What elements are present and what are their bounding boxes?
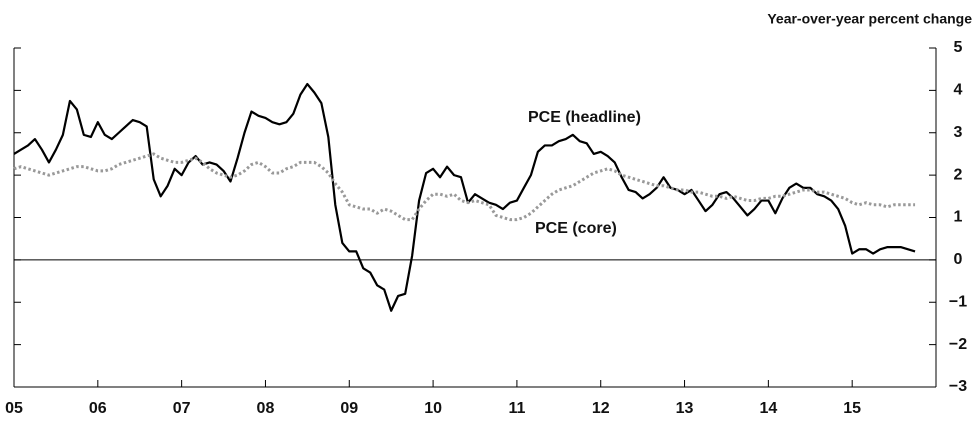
x-tick-label: 08 (257, 400, 275, 417)
y-tick-label: 5 (954, 39, 963, 56)
x-tick-label: 15 (843, 400, 861, 417)
y-tick-label: −3 (949, 378, 967, 395)
x-tick-label: 13 (676, 400, 694, 417)
x-tick-label: 09 (340, 400, 358, 417)
x-tick-label: 10 (424, 400, 442, 417)
x-tick-label: 12 (592, 400, 610, 417)
y-tick-label: 3 (954, 124, 963, 141)
series-label: PCE (headline) (528, 109, 641, 126)
y-tick-label: −1 (949, 293, 967, 310)
y-tick-label: 2 (954, 166, 963, 183)
x-tick-label: 07 (173, 400, 191, 417)
series-label: PCE (core) (535, 220, 617, 237)
x-tick-label: 06 (89, 400, 107, 417)
series-line (13, 152, 916, 222)
y-tick-label: 4 (954, 82, 963, 99)
y-tick-label: −2 (949, 336, 967, 353)
x-tick-label: 11 (508, 400, 525, 417)
y-axis-label: Year-over-year percent change (767, 11, 972, 27)
x-tick-label: 14 (759, 400, 777, 417)
y-tick-label: 1 (954, 209, 963, 226)
x-tick-label: 05 (5, 400, 23, 417)
series-line (13, 82, 916, 312)
y-tick-label: 0 (954, 251, 963, 268)
